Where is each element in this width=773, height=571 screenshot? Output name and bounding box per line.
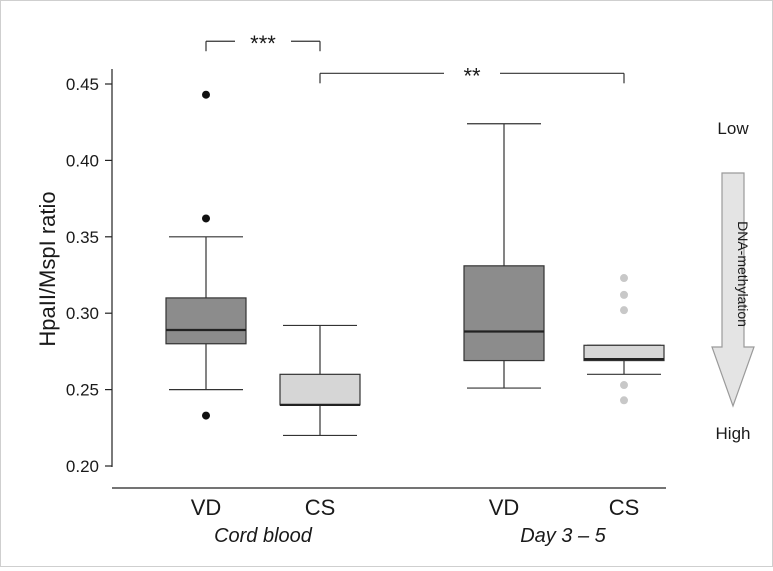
- axes: HpaII/MspI ratio: [35, 69, 666, 489]
- x-category-label: VD: [489, 495, 520, 520]
- x-labels: VD CS VD CS Cord blood Day 3 – 5: [191, 495, 640, 547]
- x-category-label: CS: [609, 495, 640, 520]
- outlier-point: [620, 290, 628, 299]
- y-tick-label: 0.25: [66, 381, 99, 400]
- outlier-point: [202, 90, 210, 99]
- outlier-point: [620, 306, 628, 315]
- outlier-point: [202, 214, 210, 223]
- box-iqr: [165, 297, 247, 345]
- box-iqr: [279, 373, 361, 406]
- x-category-label: CS: [305, 495, 336, 520]
- x-group-label: Cord blood: [214, 525, 313, 547]
- methylation-high-label: High: [716, 424, 751, 443]
- x-group-label: Day 3 – 5: [520, 525, 606, 547]
- outlier-point: [620, 274, 628, 283]
- outlier-point: [620, 396, 628, 405]
- methylation-axis-label: DNA-methylation: [735, 221, 751, 327]
- methylation-arrow-icon: [711, 172, 755, 408]
- outlier-point: [202, 411, 210, 420]
- box-iqr: [463, 265, 545, 362]
- outlier-point: [620, 381, 628, 390]
- significance-stars: **: [463, 63, 481, 88]
- y-tick-label: 0.30: [66, 304, 99, 323]
- y-ticks: 0.45 0.40 0.35 0.30 0.25 0.20: [66, 75, 112, 476]
- significance-brackets: *****: [205, 31, 625, 88]
- y-tick-label: 0.40: [66, 151, 99, 170]
- significance-stars: ***: [250, 31, 276, 56]
- methylation-low-label: Low: [717, 119, 749, 138]
- y-tick-label: 0.20: [66, 457, 99, 476]
- y-tick-label: 0.45: [66, 75, 99, 94]
- box-iqr: [583, 344, 665, 362]
- x-category-label: VD: [191, 495, 222, 520]
- y-axis-label: HpaII/MspI ratio: [35, 191, 60, 346]
- boxes: [165, 90, 665, 437]
- methylation-scale: Low DNA-methylation High: [711, 119, 755, 443]
- y-tick-label: 0.35: [66, 228, 99, 247]
